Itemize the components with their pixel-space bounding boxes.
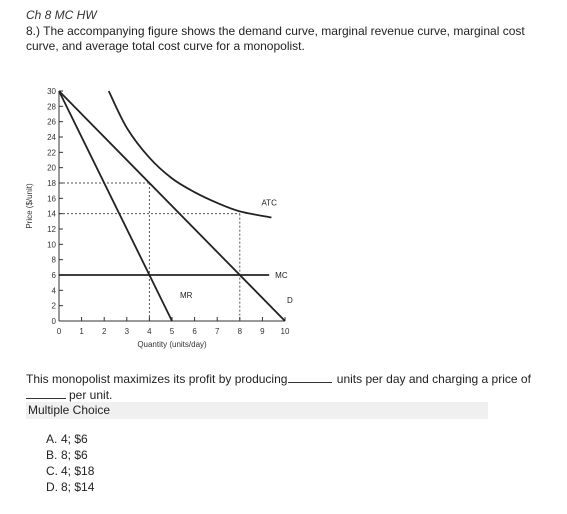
stem-part-3: per unit. xyxy=(69,388,113,402)
option-letter: B. xyxy=(46,448,58,462)
answer-options: A. 4; $6 B. 8; $6 C. 4; $18 D. 8; $14 xyxy=(46,431,94,495)
x-tick-label: 10 xyxy=(281,327,290,336)
y-tick-label: 8 xyxy=(52,256,57,265)
option-text: 4; $18 xyxy=(61,464,95,478)
y-tick-label: 22 xyxy=(47,148,56,157)
series-atc-line xyxy=(107,90,272,219)
y-tick-label: 30 xyxy=(47,87,56,96)
quantity-blank xyxy=(288,371,333,383)
series-mr-line xyxy=(58,90,173,322)
y-tick-label: 0 xyxy=(52,317,57,326)
stem-part-1: This monopolist maximizes its profit by … xyxy=(26,372,288,386)
option-text: 8; $6 xyxy=(61,448,88,462)
y-tick-label: 12 xyxy=(47,225,56,234)
y-tick-label: 20 xyxy=(47,164,56,173)
x-axis-label: Quantity (units/day) xyxy=(137,340,207,349)
x-tick-label: 6 xyxy=(192,327,197,336)
question-text: 8.) The accompanying figure shows the de… xyxy=(26,24,525,53)
option-letter: D. xyxy=(46,480,58,494)
option-text: 8; $14 xyxy=(61,480,95,494)
price-blank xyxy=(26,387,66,399)
y-tick-label: 28 xyxy=(47,102,56,111)
question-stem: This monopolist maximizes its profit by … xyxy=(26,371,546,403)
y-tick-label: 16 xyxy=(47,194,56,203)
x-tick-label: 5 xyxy=(170,327,175,336)
y-tick-label: 26 xyxy=(47,118,56,127)
x-tick-label: 1 xyxy=(79,327,84,336)
option-b[interactable]: B. 8; $6 xyxy=(46,447,94,463)
series-d-line xyxy=(58,90,286,322)
x-tick-label: 3 xyxy=(125,327,130,336)
y-tick-label: 18 xyxy=(47,179,56,188)
option-c[interactable]: C. 4; $18 xyxy=(46,463,94,479)
y-tick-label: 4 xyxy=(52,286,57,295)
series-mc-label: MC xyxy=(275,271,288,280)
option-letter: C. xyxy=(46,464,58,478)
stem-part-2: units per day and charging a price of xyxy=(336,372,531,386)
x-tick-label: 0 xyxy=(57,327,62,336)
series-d-label: D xyxy=(287,296,293,305)
x-tick-label: 2 xyxy=(102,327,107,336)
x-tick-label: 9 xyxy=(260,327,265,336)
option-text: 4; $6 xyxy=(61,432,88,446)
y-tick-label: 10 xyxy=(47,240,56,249)
option-d[interactable]: D. 8; $14 xyxy=(46,479,94,495)
y-axis-label: Price ($/unit) xyxy=(25,183,34,229)
series-mr-label: MR xyxy=(180,291,193,300)
series-atc-label: ATC xyxy=(261,199,277,208)
multiple-choice-label: Multiple Choice xyxy=(26,402,488,419)
option-letter: A. xyxy=(46,432,58,446)
x-tick-label: 8 xyxy=(238,327,243,336)
y-tick-label: 24 xyxy=(47,133,56,142)
y-tick-label: 2 xyxy=(52,302,57,311)
x-tick-label: 7 xyxy=(215,327,220,336)
chapter-header: Ch 8 MC HW xyxy=(26,8,97,22)
y-tick-label: 6 xyxy=(52,271,57,280)
y-tick-label: 14 xyxy=(47,210,56,219)
option-a[interactable]: A. 4; $6 xyxy=(46,431,94,447)
x-tick-label: 4 xyxy=(147,327,152,336)
